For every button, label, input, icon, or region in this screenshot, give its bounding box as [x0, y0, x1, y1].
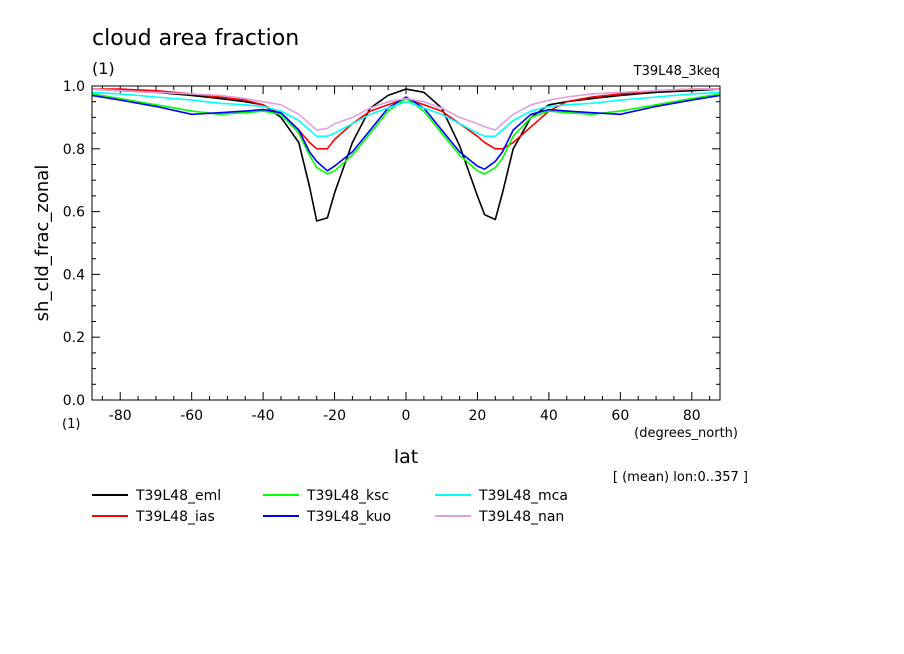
x-tick-label: 0 — [402, 408, 411, 424]
series-line-t39l48-ksc — [91, 93, 721, 175]
legend-label-t39l48-ias: T39L48_ias — [135, 509, 215, 525]
chart-title: cloud area fraction — [92, 26, 299, 51]
legend-label-t39l48-eml: T39L48_eml — [135, 488, 221, 504]
tick-marks — [92, 85, 720, 401]
y-tick-label: 0.8 — [63, 142, 85, 158]
series-line-t39l48-mca — [91, 91, 721, 137]
y-tick-label: 0.4 — [63, 267, 85, 283]
legend-label-t39l48-kuo: T39L48_kuo — [306, 509, 391, 525]
x-units-label: (degrees_north) — [634, 426, 738, 441]
y-tick-label: 0.6 — [63, 205, 85, 221]
x-tick-label: -60 — [180, 408, 203, 424]
y-tick-label: 0.0 — [63, 393, 85, 409]
series-lines — [91, 88, 721, 222]
series-line-t39l48-nan — [91, 88, 720, 131]
plot-frame — [91, 85, 721, 401]
experiment-label: T39L48_3keq — [633, 64, 720, 79]
x-tick-label: -40 — [252, 408, 275, 424]
tick-labels: -80 -60 -40 -20 0 20 40 60 80 0.0 0.2 0.4 0.6 0.8 1.0 — [63, 79, 701, 424]
x-tick-label: 20 — [469, 408, 487, 424]
x-tick-label: -80 — [109, 408, 132, 424]
y-units-label: (1) — [62, 417, 80, 432]
y-tick-label: 0.2 — [63, 330, 85, 346]
y-axis-label: sh_cld_frac_zonal — [32, 165, 53, 322]
x-tick-label: 80 — [683, 408, 701, 424]
legend: T39L48_eml T39L48_ias T39L48_ksc T39L48_kuo… — [92, 488, 568, 525]
mean-footnote: [ (mean) lon:0..357 ] — [613, 470, 748, 485]
legend-label-t39l48-ksc: T39L48_ksc — [306, 488, 389, 504]
x-tick-label: -20 — [323, 408, 346, 424]
series-line-t39l48-kuo — [91, 94, 721, 172]
y-tick-label: 1.0 — [63, 79, 85, 95]
legend-label-t39l48-mca: T39L48_mca — [478, 488, 568, 504]
x-tick-label: 60 — [611, 408, 629, 424]
series-line-t39l48-eml — [91, 88, 721, 222]
legend-label-t39l48-nan: T39L48_nan — [478, 509, 564, 525]
title-units: (1) — [92, 59, 115, 78]
x-axis-label: lat — [394, 446, 418, 468]
x-tick-label: 40 — [540, 408, 558, 424]
